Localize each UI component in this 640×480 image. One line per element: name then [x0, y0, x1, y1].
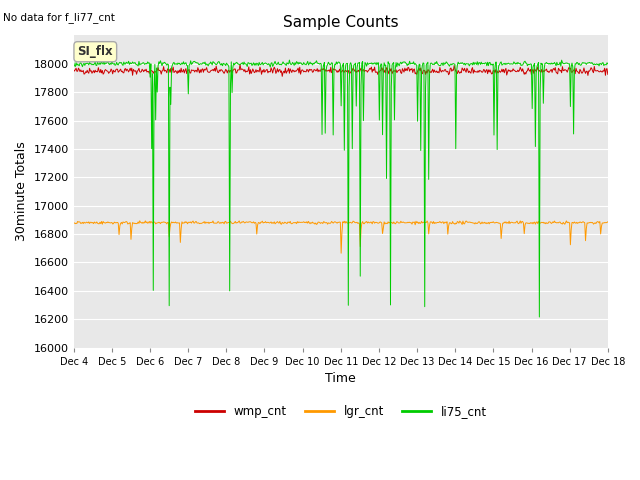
Title: Sample Counts: Sample Counts	[283, 15, 399, 30]
Text: No data for f_li77_cnt: No data for f_li77_cnt	[3, 12, 115, 23]
Text: SI_flx: SI_flx	[77, 45, 113, 58]
Y-axis label: 30minute Totals: 30minute Totals	[15, 142, 28, 241]
Legend: wmp_cnt, lgr_cnt, li75_cnt: wmp_cnt, lgr_cnt, li75_cnt	[190, 400, 492, 423]
X-axis label: Time: Time	[325, 372, 356, 385]
